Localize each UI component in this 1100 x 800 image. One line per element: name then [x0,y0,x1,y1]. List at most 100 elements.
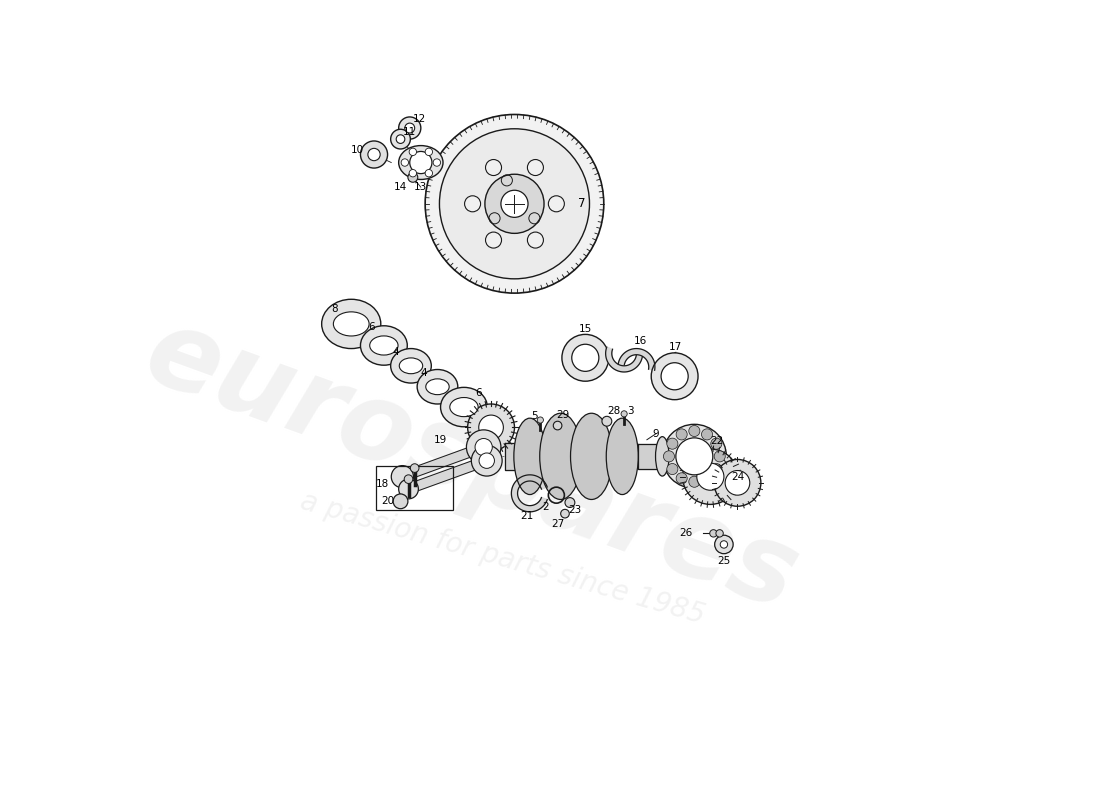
Circle shape [405,123,415,133]
Text: 16: 16 [634,336,647,346]
Circle shape [676,429,688,440]
Text: 8: 8 [331,303,338,314]
Text: 24: 24 [730,472,744,482]
Circle shape [527,232,543,248]
Circle shape [702,429,713,440]
Circle shape [714,451,725,462]
Text: 15: 15 [579,324,592,334]
Polygon shape [512,475,547,512]
Ellipse shape [370,336,398,355]
Circle shape [562,334,608,382]
Text: 4: 4 [393,346,399,357]
Circle shape [527,159,543,175]
Text: 9: 9 [652,429,660,438]
Ellipse shape [399,358,422,374]
Circle shape [651,353,698,400]
Text: 29: 29 [556,410,569,420]
Circle shape [485,232,502,248]
Circle shape [393,494,408,509]
Circle shape [433,159,440,166]
Circle shape [466,430,500,464]
Circle shape [572,344,598,371]
Text: 2: 2 [542,502,549,513]
Text: 5: 5 [531,411,538,422]
Circle shape [702,473,713,484]
Circle shape [696,463,724,490]
Polygon shape [618,349,654,370]
Circle shape [478,415,504,440]
Ellipse shape [417,370,458,404]
Text: 19: 19 [433,434,448,445]
Circle shape [472,446,502,476]
Text: 22: 22 [710,436,723,446]
Circle shape [548,196,564,212]
Text: 17: 17 [669,342,682,352]
Text: eurospares: eurospares [131,298,812,633]
Circle shape [553,422,562,430]
Ellipse shape [571,414,613,499]
Polygon shape [400,442,485,482]
Ellipse shape [361,326,407,365]
Circle shape [602,416,612,426]
Ellipse shape [390,349,431,383]
Circle shape [398,479,418,499]
Circle shape [683,449,738,505]
Circle shape [425,148,432,155]
Circle shape [367,148,381,161]
Circle shape [425,170,432,177]
Polygon shape [606,347,642,372]
Circle shape [662,424,726,488]
Circle shape [676,473,688,484]
Text: 14: 14 [394,182,407,192]
Text: 11: 11 [403,126,417,137]
Ellipse shape [540,414,582,499]
Text: 20: 20 [382,496,395,506]
Circle shape [485,159,502,175]
Circle shape [396,135,405,143]
Ellipse shape [398,146,443,179]
Text: 28: 28 [607,406,620,416]
Circle shape [390,130,410,149]
Circle shape [714,459,761,506]
Text: 23: 23 [569,505,582,515]
Circle shape [408,172,418,182]
Circle shape [468,404,515,451]
Text: 6: 6 [475,388,482,398]
Ellipse shape [321,299,381,349]
Circle shape [561,510,570,518]
Circle shape [409,148,417,155]
Circle shape [667,438,678,450]
Text: 6: 6 [368,322,375,332]
Circle shape [475,438,493,456]
Circle shape [402,159,408,166]
Circle shape [404,475,412,483]
Circle shape [480,453,495,468]
Text: 27: 27 [551,519,564,529]
Circle shape [667,463,678,474]
Circle shape [500,190,528,218]
Circle shape [409,170,417,177]
Polygon shape [505,443,527,470]
Circle shape [711,438,722,450]
Circle shape [689,476,700,487]
Text: 4: 4 [420,368,427,378]
Circle shape [537,417,543,423]
Circle shape [464,196,481,212]
Circle shape [392,466,414,488]
Polygon shape [407,456,488,494]
Circle shape [689,426,700,437]
Text: 3: 3 [627,406,634,416]
Ellipse shape [450,398,478,417]
Circle shape [425,114,604,293]
Circle shape [410,464,419,472]
Text: 12: 12 [412,114,426,125]
Ellipse shape [333,312,370,336]
Circle shape [711,463,722,474]
Circle shape [720,541,727,548]
Text: 13: 13 [415,182,428,192]
Ellipse shape [440,387,487,426]
Polygon shape [638,444,662,469]
Ellipse shape [606,418,638,494]
Circle shape [439,129,590,279]
Circle shape [361,141,387,168]
